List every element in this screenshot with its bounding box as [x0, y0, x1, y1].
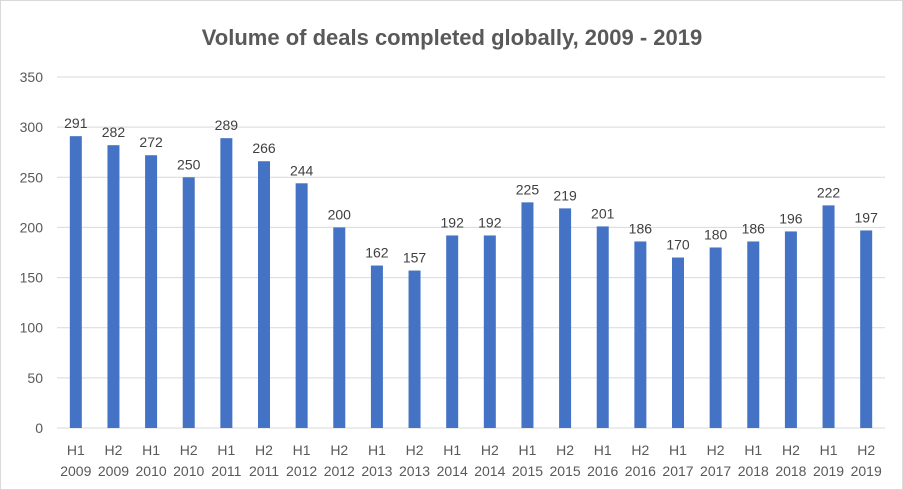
- bar: [521, 202, 534, 428]
- bar: [860, 230, 873, 428]
- x-tick-label-year: 2011: [211, 463, 241, 479]
- bar: [634, 241, 647, 428]
- y-tick-label: 150: [20, 270, 44, 286]
- data-label: 222: [817, 184, 841, 200]
- bar: [446, 235, 459, 428]
- x-tick-label-year: 2010: [173, 463, 204, 479]
- x-tick-label-half: H1: [67, 442, 85, 458]
- x-tick-label-half: H2: [707, 442, 725, 458]
- bar: [408, 270, 421, 428]
- x-tick-label-year: 2017: [662, 463, 693, 479]
- x-tick-label-year: 2015: [512, 463, 543, 479]
- x-tick-label-year: 2009: [60, 463, 91, 479]
- x-tick-label-year: 2017: [700, 463, 731, 479]
- x-tick-label-year: 2012: [286, 463, 317, 479]
- y-tick-label: 350: [20, 69, 44, 85]
- data-label: 291: [64, 115, 88, 131]
- bar: [672, 257, 684, 428]
- data-label: 186: [629, 220, 653, 236]
- data-label: 200: [328, 206, 352, 222]
- data-label: 244: [290, 162, 314, 178]
- bar: [559, 208, 572, 428]
- y-tick-label: 300: [20, 119, 44, 135]
- x-tick-label-half: H2: [556, 442, 574, 458]
- bar: [258, 161, 270, 429]
- x-tick-label-year: 2014: [474, 463, 505, 479]
- x-tick-label-year: 2010: [136, 463, 167, 479]
- data-label: 201: [591, 205, 615, 221]
- x-tick-label-year: 2013: [399, 463, 430, 479]
- x-tick-label-half: H1: [519, 442, 537, 458]
- x-tick-label-year: 2012: [324, 463, 355, 479]
- data-label: 250: [177, 156, 201, 172]
- data-label: 289: [215, 117, 239, 133]
- x-tick-label-year: 2019: [851, 463, 882, 479]
- x-tick-label-half: H1: [744, 442, 762, 458]
- data-label: 180: [704, 226, 728, 242]
- bar: [747, 241, 760, 428]
- x-tick-label-half: H2: [406, 442, 424, 458]
- data-label: 197: [855, 209, 879, 225]
- x-tick-label-year: 2013: [361, 463, 392, 479]
- bar: [220, 138, 233, 428]
- x-tick-label-half: H1: [293, 442, 311, 458]
- x-tick-label-year: 2009: [98, 463, 129, 479]
- y-tick-label: 250: [20, 169, 44, 185]
- x-tick-label-half: H1: [594, 442, 612, 458]
- data-label: 272: [139, 134, 163, 150]
- bar: [784, 231, 797, 428]
- x-tick-label-half: H2: [481, 442, 499, 458]
- data-label: 170: [666, 237, 690, 253]
- bar: [107, 145, 120, 429]
- chart-title: Volume of deals completed globally, 2009…: [202, 25, 702, 50]
- bar: [370, 265, 383, 428]
- bar: [822, 205, 835, 428]
- x-tick-label-half: H2: [180, 442, 198, 458]
- y-tick-label: 0: [35, 420, 43, 436]
- bar: [333, 227, 346, 428]
- bar: [596, 226, 609, 428]
- x-tick-label-half: H1: [443, 442, 461, 458]
- bar: [182, 177, 195, 428]
- x-tick-label-half: H2: [255, 442, 273, 458]
- x-tick-label-year: 2016: [625, 463, 656, 479]
- data-label: 225: [516, 181, 540, 197]
- bar: [295, 183, 308, 428]
- x-tick-label-year: 2019: [813, 463, 844, 479]
- y-tick-label: 100: [20, 320, 44, 336]
- data-label: 192: [478, 214, 502, 230]
- data-label: 196: [779, 210, 803, 226]
- y-tick-label: 200: [20, 219, 44, 235]
- data-label: 162: [365, 245, 389, 261]
- x-tick-label-year: 2016: [587, 463, 618, 479]
- x-tick-label-half: H1: [820, 442, 838, 458]
- bar: [709, 247, 722, 428]
- x-tick-label-year: 2014: [437, 463, 468, 479]
- y-tick-label: 50: [27, 370, 43, 386]
- data-label: 186: [742, 220, 766, 236]
- x-tick-label-half: H1: [669, 442, 687, 458]
- x-tick-label-half: H2: [857, 442, 875, 458]
- x-tick-label-half: H1: [368, 442, 386, 458]
- x-tick-label-half: H1: [217, 442, 235, 458]
- x-tick-label-year: 2018: [775, 463, 806, 479]
- x-tick-label-year: 2011: [249, 463, 279, 479]
- data-label: 266: [252, 140, 276, 156]
- x-tick-label-year: 2018: [738, 463, 769, 479]
- bar: [483, 235, 496, 428]
- data-label: 157: [403, 250, 427, 266]
- x-tick-label-half: H2: [330, 442, 348, 458]
- x-tick-label-half: H2: [631, 442, 649, 458]
- bar: [69, 136, 82, 428]
- data-label: 219: [553, 187, 577, 203]
- data-label: 282: [102, 124, 126, 140]
- x-tick-label-year: 2015: [550, 463, 581, 479]
- bar: [145, 155, 158, 429]
- x-tick-label-half: H2: [105, 442, 123, 458]
- x-tick-label-half: H1: [142, 442, 160, 458]
- x-tick-label-half: H2: [782, 442, 800, 458]
- data-label: 192: [441, 214, 465, 230]
